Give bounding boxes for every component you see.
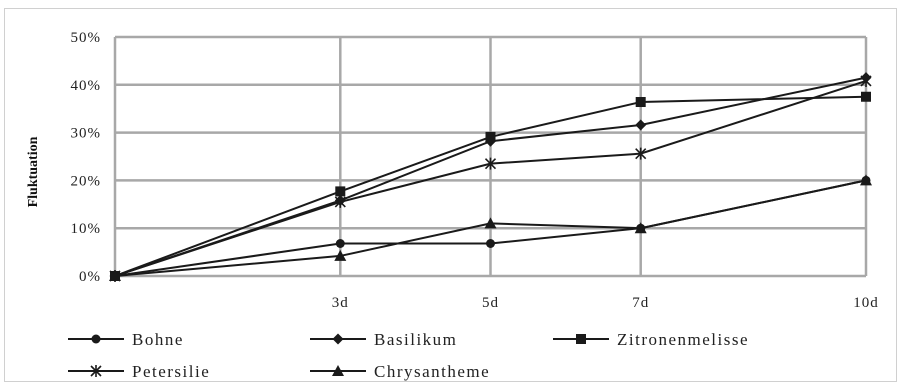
legend-label: Basilikum — [374, 330, 457, 349]
grid-lines — [113, 35, 868, 278]
legend-entry-chrysantheme: Chrysantheme — [310, 362, 490, 381]
legend-marker-basilikum — [332, 333, 344, 345]
y-tick-label: 30% — [71, 126, 102, 142]
series-markers — [109, 72, 872, 282]
legend-label: Chrysantheme — [374, 362, 490, 381]
data-point-petersilie — [635, 147, 647, 160]
data-point-chrysantheme — [484, 217, 497, 229]
data-point-chrysantheme — [634, 222, 647, 234]
data-point-petersilie — [484, 157, 497, 170]
x-tick-label: 3d — [332, 295, 349, 311]
x-tick-label: 10d — [853, 295, 879, 311]
data-point-bohne — [335, 238, 345, 248]
legend-entry-basilikum: Basilikum — [310, 330, 457, 349]
y-axis-ticks: 0% 10% 20% 30% 40% 50% — [71, 30, 102, 285]
legend-label: Petersilie — [132, 362, 210, 381]
data-point-petersilie — [860, 74, 872, 87]
legend-marker-petersilie — [90, 365, 102, 377]
x-axis-ticks: 3d 5d 7d 10d — [332, 295, 879, 311]
legend-marker-bohne — [91, 334, 101, 344]
y-tick-label: 40% — [71, 78, 102, 94]
legend-label: Zitronenmelisse — [617, 330, 749, 349]
y-tick-label: 50% — [71, 30, 102, 46]
data-point-petersilie — [334, 195, 346, 208]
data-point-basilikum — [635, 119, 647, 131]
x-tick-label: 7d — [632, 295, 649, 311]
data-point-zitronenmelisse — [335, 186, 346, 197]
data-point-chrysantheme — [109, 270, 121, 281]
data-point-zitronenmelisse — [635, 97, 646, 108]
x-tick-label: 5d — [482, 295, 499, 311]
data-point-bohne — [486, 238, 495, 248]
legend-marker-chrysantheme — [332, 365, 344, 376]
chart-frame — [4, 8, 897, 382]
legend-label: Bohne — [132, 330, 184, 349]
y-tick-label: 20% — [71, 173, 102, 189]
y-tick-label: 0% — [79, 269, 101, 285]
legend-entry-zitronenmelisse: Zitronenmelisse — [553, 330, 749, 349]
data-point-chrysantheme — [860, 174, 872, 186]
data-point-zitronenmelisse — [861, 91, 871, 102]
y-axis-label: Fluktuation — [26, 136, 41, 207]
data-point-chrysantheme — [334, 249, 347, 261]
legend-entry-bohne: Bohne — [68, 330, 184, 349]
y-tick-label: 10% — [71, 221, 102, 237]
legend-entry-petersilie: Petersilie — [68, 362, 210, 381]
data-point-zitronenmelisse — [485, 131, 496, 142]
legend: Bohne Basilikum Zitronenmelisse Petersilie C… — [68, 330, 749, 381]
legend-marker-zitronenmelisse — [576, 334, 586, 344]
